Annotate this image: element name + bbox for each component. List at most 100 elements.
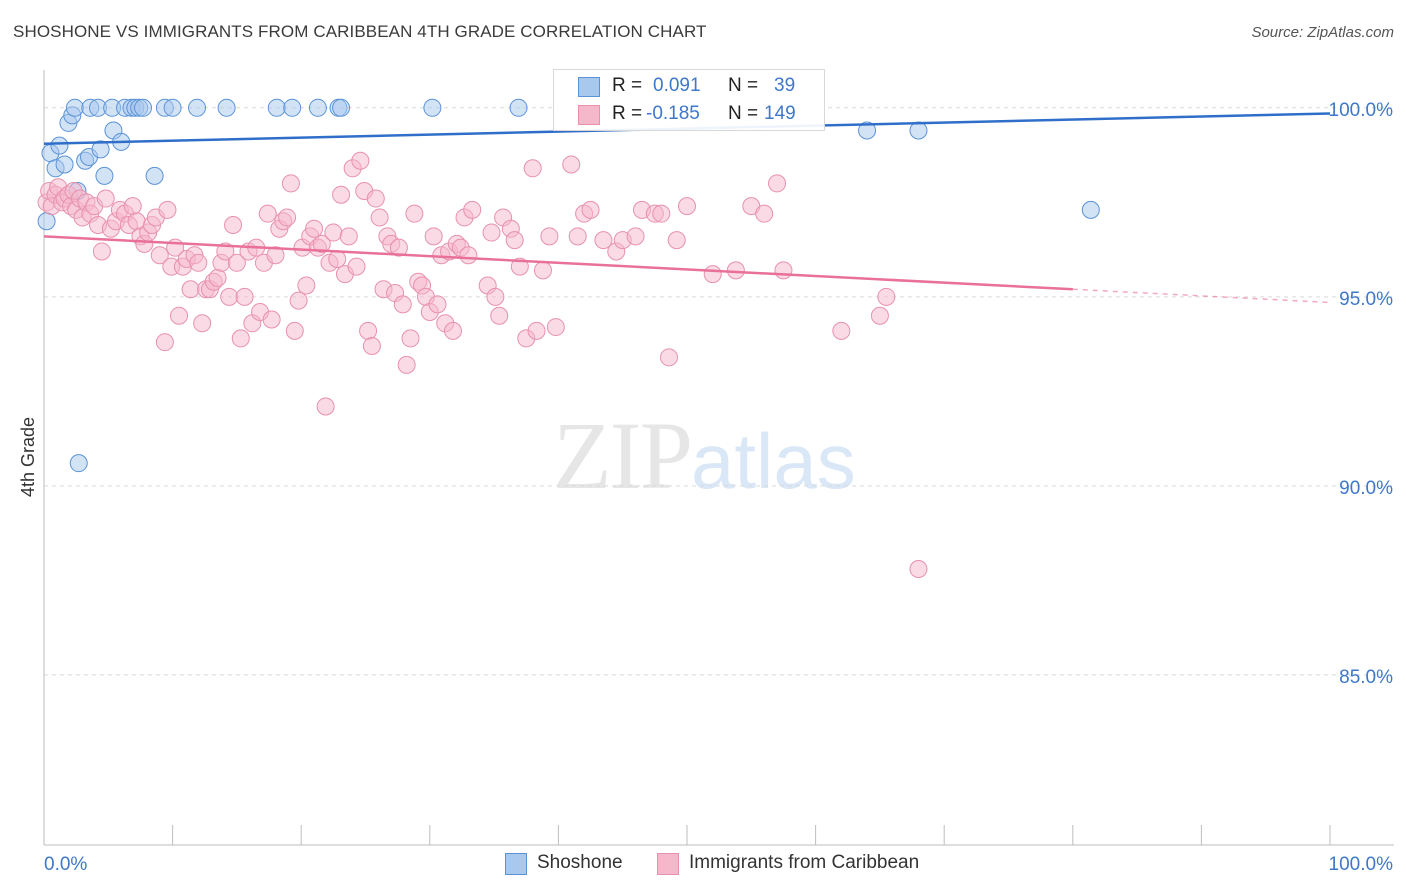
- caribbean-point: [347, 257, 366, 276]
- legend-r-label: R =: [612, 103, 643, 124]
- bottom-legend-label: Shoshone: [537, 852, 623, 873]
- caribbean-point: [428, 295, 447, 314]
- bottom-legend-swatch-pink: [657, 853, 679, 875]
- caribbean-point: [189, 253, 208, 272]
- caribbean-point: [652, 204, 671, 223]
- caribbean-point: [92, 242, 111, 261]
- chart-title: SHOSHONE VS IMMIGRANTS FROM CARIBBEAN 4T…: [13, 22, 707, 41]
- y-tick-label: 95.0%: [1339, 289, 1393, 310]
- caribbean-trend-line: [43, 235, 1073, 291]
- legend-n-label: N =: [728, 103, 759, 124]
- caribbean-point: [150, 246, 169, 265]
- shoshone-point: [55, 155, 74, 174]
- caribbean-point: [755, 204, 774, 223]
- y-tick-label: 90.0%: [1339, 478, 1393, 499]
- shoshone-point: [423, 98, 442, 117]
- caribbean-point: [258, 204, 277, 223]
- shoshone-point: [858, 121, 877, 140]
- caribbean-point: [486, 287, 505, 306]
- caribbean-point: [262, 310, 281, 329]
- caribbean-point: [231, 329, 250, 348]
- caribbean-point: [540, 227, 559, 246]
- caribbean-point: [463, 200, 482, 219]
- shoshone-point: [332, 98, 351, 117]
- caribbean-point: [626, 227, 645, 246]
- legend-n-value: 149: [764, 103, 796, 124]
- x-tick-label: 0.0%: [44, 854, 87, 875]
- caribbean-point: [581, 200, 600, 219]
- y-tick-label: 100.0%: [1329, 100, 1394, 121]
- y-axis-label: 4th Grade: [18, 417, 38, 497]
- caribbean-point: [316, 397, 335, 416]
- caribbean-point: [527, 321, 546, 340]
- caribbean-point: [678, 197, 696, 216]
- caribbean-point: [424, 227, 443, 246]
- caribbean-point: [220, 287, 239, 306]
- caribbean-point: [505, 231, 524, 250]
- caribbean-point: [370, 208, 389, 227]
- shoshone-point: [217, 98, 236, 117]
- caribbean-trend-line-dashed: [1072, 288, 1331, 304]
- shoshone-point: [37, 212, 56, 231]
- caribbean-point: [490, 306, 509, 325]
- shoshone-point: [65, 98, 84, 117]
- caribbean-point: [328, 250, 347, 269]
- caribbean-point: [546, 318, 565, 337]
- caribbean-point: [224, 216, 243, 234]
- caribbean-point: [667, 231, 686, 250]
- legend-n-label: N =: [728, 75, 759, 96]
- caribbean-point: [768, 174, 787, 193]
- bottom-legend-swatch-blue: [505, 853, 527, 875]
- caribbean-point: [332, 185, 351, 204]
- shoshone-point: [283, 98, 302, 117]
- caribbean-point: [533, 261, 552, 280]
- shoshone-point: [308, 98, 327, 117]
- caribbean-point: [235, 287, 254, 306]
- caribbean-point: [181, 280, 200, 299]
- caribbean-point: [208, 268, 227, 287]
- caribbean-point: [266, 246, 285, 265]
- shoshone-point: [50, 136, 69, 155]
- caribbean-point: [909, 560, 928, 579]
- caribbean-point: [870, 306, 889, 325]
- shoshone-point: [69, 454, 88, 473]
- caribbean-point: [305, 219, 324, 238]
- legend-row-caribbean: R = -0.185 N = 149: [554, 101, 824, 129]
- caribbean-point: [289, 291, 308, 310]
- caribbean-point: [389, 238, 408, 257]
- bottom-legend-label: Immigrants from Caribbean: [689, 852, 920, 873]
- caribbean-point: [339, 227, 358, 246]
- caribbean-point: [510, 257, 529, 276]
- caribbean-point: [726, 261, 745, 280]
- caribbean-point: [227, 253, 246, 272]
- watermark-zip: ZIP: [553, 402, 693, 509]
- y-tick-label: 85.0%: [1339, 667, 1393, 688]
- caribbean-point: [281, 174, 300, 193]
- shoshone-point: [188, 98, 207, 117]
- caribbean-point: [312, 234, 331, 253]
- caribbean-point: [155, 333, 174, 352]
- legend-r-value: -0.185: [646, 103, 700, 124]
- caribbean-point: [482, 223, 501, 242]
- caribbean-point: [362, 336, 381, 355]
- caribbean-point: [351, 151, 370, 170]
- caribbean-point: [393, 295, 412, 314]
- caribbean-point: [285, 321, 304, 340]
- watermark: ZIPatlas: [553, 400, 856, 511]
- shoshone-point: [509, 98, 528, 117]
- x-tick-label: 100.0%: [1329, 854, 1394, 875]
- shoshone-point: [95, 166, 114, 185]
- caribbean-point: [405, 204, 424, 223]
- caribbean-point: [877, 287, 896, 306]
- watermark-atlas: atlas: [691, 417, 856, 505]
- caribbean-point: [659, 348, 678, 367]
- caribbean-point: [832, 321, 851, 340]
- caribbean-point: [324, 223, 343, 242]
- shoshone-point: [134, 98, 153, 117]
- caribbean-point: [297, 276, 316, 295]
- caribbean-point: [158, 200, 177, 219]
- stats-legend: R = 0.091 N = 39 R = -0.185 N = 149: [553, 69, 825, 131]
- legend-swatch-blue: [578, 77, 600, 97]
- caribbean-point: [562, 155, 581, 174]
- caribbean-point: [443, 321, 462, 340]
